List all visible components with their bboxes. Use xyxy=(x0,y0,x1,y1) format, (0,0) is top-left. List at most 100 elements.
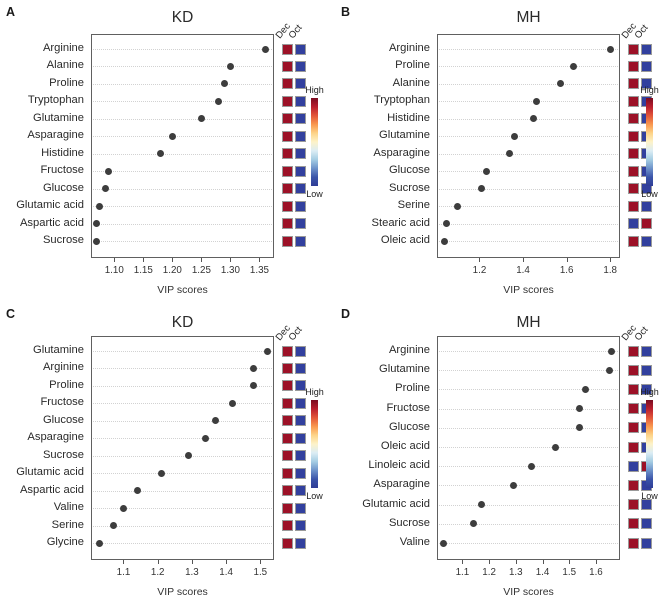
metabolite-label: Glutamic acid xyxy=(16,466,84,479)
x-tick-label: 1.30 xyxy=(220,265,240,276)
gridline xyxy=(439,171,618,173)
heat-cell-dec xyxy=(282,183,293,195)
x-tick-label: 1.6 xyxy=(559,265,574,276)
heat-cell-oct xyxy=(295,537,306,549)
heat-cell-dec xyxy=(282,165,293,177)
metabolite-label: Arginine xyxy=(388,42,430,54)
heat-cell-dec xyxy=(628,345,639,357)
x-tick-label: 1.3 xyxy=(508,567,523,578)
metabolite-label: Glucose xyxy=(388,164,430,177)
colorbar-high-label: High xyxy=(305,387,324,397)
vip-dot xyxy=(119,504,127,512)
vip-dot xyxy=(443,220,451,228)
heat-cell-dec xyxy=(282,345,293,357)
x-tick-label: 1.2 xyxy=(472,265,487,276)
metabolite-label: Sucrose xyxy=(388,181,430,194)
heat-cell-oct xyxy=(641,345,652,357)
vip-dot xyxy=(441,237,449,245)
x-tick-mark xyxy=(595,560,597,564)
vip-dot xyxy=(576,405,584,413)
panel-title: MH xyxy=(516,314,541,331)
metabolite-label: Asparagine xyxy=(27,129,84,142)
heat-cell-dec xyxy=(282,502,293,514)
metabolite-label: Histidine xyxy=(41,146,84,159)
vip-dot xyxy=(454,202,462,210)
gridline xyxy=(439,523,618,525)
heat-cell-oct xyxy=(295,78,306,90)
vip-dot xyxy=(469,520,477,528)
heat-cell-oct xyxy=(295,502,306,514)
vip-dot xyxy=(184,452,192,460)
vip-dot xyxy=(249,364,257,372)
heat-cell-dec xyxy=(282,432,293,444)
panel-label: A xyxy=(6,5,16,19)
gridline xyxy=(439,136,618,138)
metabolite-label: Glucose xyxy=(42,181,84,194)
x-axis-title: VIP scores xyxy=(503,586,554,598)
vip-dot xyxy=(440,539,448,547)
x-tick-label: 1.2 xyxy=(150,567,165,578)
vip-dot xyxy=(263,347,271,355)
metabolite-label: Glutamine xyxy=(33,344,84,356)
heat-cell-oct xyxy=(295,43,306,55)
x-tick-mark xyxy=(523,258,525,262)
vip-dot xyxy=(221,80,229,88)
heat-cell-dec xyxy=(282,78,293,90)
heat-cell-oct xyxy=(295,362,306,374)
vip-dot xyxy=(168,132,176,140)
heat-cell-dec xyxy=(282,537,293,549)
metabolite-label: Glucose xyxy=(388,420,430,433)
x-tick-mark xyxy=(542,560,544,564)
heat-cell-dec xyxy=(628,422,639,434)
metabolite-label: Arginine xyxy=(42,42,84,54)
x-tick-label: 1.3 xyxy=(185,567,199,578)
x-tick-label: 1.20 xyxy=(162,265,182,276)
colorbar-gradient xyxy=(311,400,318,488)
x-tick-label: 1.35 xyxy=(249,265,270,276)
panel-title: KD xyxy=(171,9,194,26)
heat-cell-dec xyxy=(282,520,293,532)
gridline xyxy=(93,525,272,527)
gridline xyxy=(439,241,618,242)
heat-cell-dec xyxy=(628,78,639,90)
colorbar-low-label: Low xyxy=(641,491,658,501)
gridline xyxy=(439,66,618,68)
metabolite-label: Asparagine xyxy=(373,478,430,491)
gridline xyxy=(93,171,272,173)
heat-cell-dec xyxy=(628,499,639,511)
heat-cell-oct xyxy=(295,130,306,142)
metabolite-label: Fructose xyxy=(386,401,430,414)
panel-label: D xyxy=(341,307,351,321)
heat-cell-dec xyxy=(628,43,639,55)
heat-cell-oct xyxy=(641,60,652,72)
gridline xyxy=(439,427,618,429)
gridline xyxy=(439,83,618,85)
colorbar-gradient xyxy=(646,98,653,186)
heat-cell-dec xyxy=(282,60,293,72)
panel-title: KD xyxy=(171,314,194,331)
vip-dot xyxy=(96,539,104,547)
panel-label: B xyxy=(341,5,351,19)
x-tick-label: 1.2 xyxy=(482,567,496,578)
x-tick-label: 1.1 xyxy=(116,567,131,578)
x-tick-label: 1.25 xyxy=(191,265,211,276)
x-tick-mark xyxy=(123,560,125,564)
metabolite-label: Sucrose xyxy=(42,448,84,461)
x-tick-mark xyxy=(260,560,262,564)
gridline xyxy=(93,206,272,208)
metabolite-label: Sucrose xyxy=(388,516,430,529)
metabolite-label: Glycine xyxy=(46,536,84,548)
metabolite-label: Oleic acid xyxy=(380,234,430,246)
heat-cell-oct xyxy=(641,78,652,90)
metabolite-label: Serine xyxy=(51,518,84,531)
gridline xyxy=(93,490,272,492)
x-tick-label: 1.4 xyxy=(516,265,530,276)
gridline xyxy=(439,504,618,506)
metabolite-label: Valine xyxy=(399,536,430,548)
gridline xyxy=(93,351,272,352)
x-tick-label: 1.8 xyxy=(603,265,617,276)
x-tick-label: 1.6 xyxy=(589,567,603,578)
heat-cell-dec xyxy=(282,485,293,497)
x-tick-mark xyxy=(201,258,203,262)
